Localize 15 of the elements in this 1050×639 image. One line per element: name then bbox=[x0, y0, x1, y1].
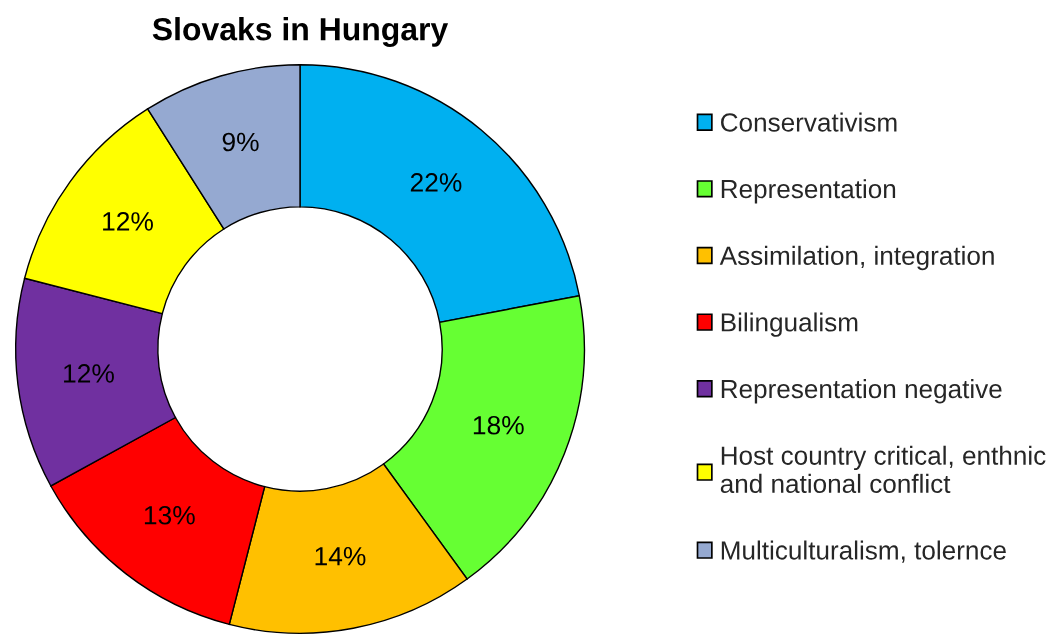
data-label: 18% bbox=[473, 415, 524, 435]
data-label: 14% bbox=[315, 546, 366, 566]
chart-title: Slovaks in Hungary bbox=[152, 17, 449, 47]
legend-label: Multiculturalism, tolernce bbox=[721, 540, 1006, 563]
legend-label: Representation bbox=[721, 179, 896, 204]
data-label: 22% bbox=[410, 173, 462, 192]
legend-label: Representation negative bbox=[721, 379, 1002, 404]
data-label: 9% bbox=[222, 132, 259, 152]
legend-label: Bilingualism bbox=[721, 312, 858, 337]
data-label: 13% bbox=[144, 505, 195, 525]
legend-label: Assimilation, integration bbox=[719, 245, 994, 271]
data-label: 12% bbox=[64, 364, 114, 383]
legend-label: Host country critical, enthnic and national conflict bbox=[720, 445, 1046, 494]
data-label: 12% bbox=[103, 212, 153, 231]
legend-label: Conservativism bbox=[721, 112, 897, 132]
